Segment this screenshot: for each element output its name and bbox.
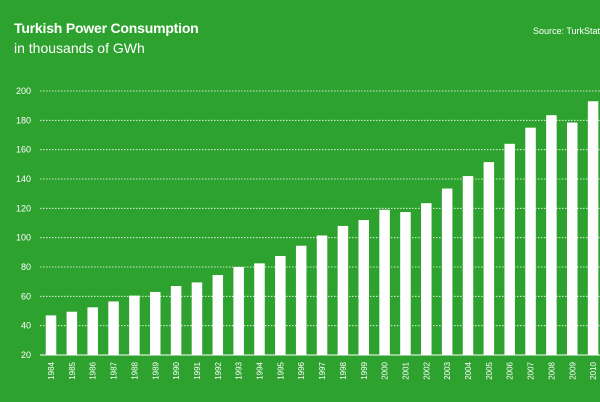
x-tick-label-2009: 2009 xyxy=(568,361,577,379)
x-tick-label-1990: 1990 xyxy=(172,361,181,379)
x-tick-label-2010: 2010 xyxy=(589,361,598,379)
bars xyxy=(45,101,599,356)
bar-1988 xyxy=(129,295,140,355)
bar-1994 xyxy=(254,263,265,355)
bar-2007 xyxy=(525,127,536,356)
x-tick-label-2005: 2005 xyxy=(485,361,494,379)
x-tick-label-1995: 1995 xyxy=(276,361,285,379)
bar-1990 xyxy=(170,286,182,355)
bar-1985 xyxy=(66,311,78,355)
bar-1989 xyxy=(150,291,161,355)
bar-2004 xyxy=(462,176,474,355)
x-tick-label-1993: 1993 xyxy=(235,361,244,379)
bar-1995 xyxy=(275,256,286,355)
bar-1984 xyxy=(45,315,57,355)
bar-1991 xyxy=(191,282,203,355)
y-tick-label: 80 xyxy=(21,262,31,272)
bar-1993 xyxy=(233,267,244,355)
y-tick-label: 180 xyxy=(16,115,31,125)
y-tick-label: 140 xyxy=(16,174,31,184)
x-tick-label-1998: 1998 xyxy=(339,361,348,379)
x-tick-label-1996: 1996 xyxy=(297,361,306,379)
y-axis-ticks: 20 40 60 80 100 120 140 160 180 200 xyxy=(16,86,31,360)
bar-2005 xyxy=(483,162,495,355)
x-tick-label-2006: 2006 xyxy=(506,361,515,379)
x-tick-label-1988: 1988 xyxy=(130,361,139,379)
bar-2006 xyxy=(504,143,515,355)
bar-2009 xyxy=(567,122,578,356)
bar-2000 xyxy=(379,209,390,355)
x-tick-label-1985: 1985 xyxy=(68,361,77,379)
y-tick-label: 160 xyxy=(16,145,31,155)
source-note: Source: TurkStat xyxy=(533,26,600,36)
x-tick-label-2002: 2002 xyxy=(422,361,431,379)
x-tick-label-1992: 1992 xyxy=(214,361,223,379)
bar-2008 xyxy=(546,115,557,355)
x-tick-label-1987: 1987 xyxy=(110,361,119,379)
chart-title: Turkish Power Consumption xyxy=(14,20,199,36)
x-tick-label-2003: 2003 xyxy=(443,361,452,379)
x-tick-label-1984: 1984 xyxy=(47,361,56,379)
bar-1998 xyxy=(337,225,349,355)
chart-subtitle: in thousands of GWh xyxy=(14,40,145,56)
x-tick-label-1991: 1991 xyxy=(193,361,202,379)
x-tick-label-2007: 2007 xyxy=(527,361,536,379)
bar-1996 xyxy=(295,245,307,355)
bar-2001 xyxy=(400,212,411,355)
bar-2010 xyxy=(587,101,599,356)
x-tick-label-1997: 1997 xyxy=(318,361,327,379)
x-tick-label-1999: 1999 xyxy=(360,361,369,379)
x-tick-label-2008: 2008 xyxy=(547,361,556,379)
x-axis-ticks: 1984 1985 1986 1987 1988 1989 1990 1991 1992 1993… xyxy=(47,361,598,379)
y-tick-label: 120 xyxy=(16,203,31,213)
bar-2002 xyxy=(421,203,432,355)
bar-1987 xyxy=(108,301,119,355)
bar-1986 xyxy=(87,307,98,355)
x-tick-label-1986: 1986 xyxy=(89,361,98,379)
x-tick-label-2004: 2004 xyxy=(464,361,473,379)
y-tick-label: 100 xyxy=(16,233,31,243)
bar-1999 xyxy=(358,220,369,355)
x-tick-label-2000: 2000 xyxy=(381,361,390,379)
x-tick-label-2001: 2001 xyxy=(401,361,410,379)
bar-1997 xyxy=(316,235,328,355)
x-tick-label-1994: 1994 xyxy=(256,361,265,379)
bar-1992 xyxy=(212,275,224,355)
y-tick-label: 200 xyxy=(16,86,31,96)
bar-2003 xyxy=(441,188,453,355)
y-tick-label: 20 xyxy=(21,350,31,360)
y-tick-label: 40 xyxy=(21,321,31,331)
y-tick-label: 60 xyxy=(21,291,31,301)
x-tick-label-1989: 1989 xyxy=(151,361,160,379)
